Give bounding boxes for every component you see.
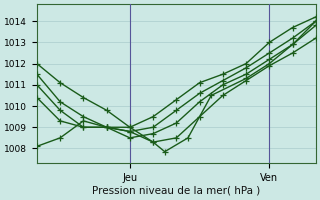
X-axis label: Pression niveau de la mer( hPa ): Pression niveau de la mer( hPa ) <box>92 186 260 196</box>
